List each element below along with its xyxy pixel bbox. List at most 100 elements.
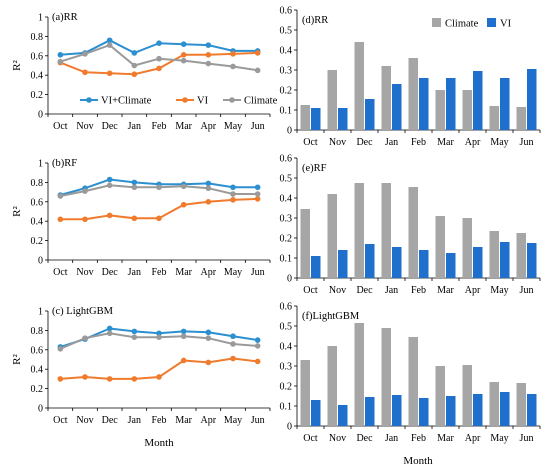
data-point-climate (205, 60, 212, 67)
bar-vi (311, 108, 321, 130)
bar-climate (435, 216, 445, 278)
bar-climate (462, 218, 472, 278)
data-point-vi_climate (254, 337, 261, 343)
bar-vi (392, 84, 402, 130)
data-point-vi (57, 376, 64, 382)
legend-label: Climate (244, 96, 278, 107)
x-tick-label: Jun (520, 433, 534, 444)
x-tick-label: Nov (76, 121, 93, 132)
x-tick-label: Mar (437, 285, 454, 296)
data-point-vi_climate (205, 180, 212, 187)
data-point-climate (106, 330, 113, 337)
y-tick-label: 0.8 (31, 326, 44, 337)
x-tick-label: Mar (175, 267, 192, 278)
x-tick-label: Nov (329, 433, 346, 444)
data-point-vi (205, 359, 212, 366)
data-point-vi (131, 71, 138, 78)
bar-vi (338, 405, 348, 426)
y-tick-label: 0 (287, 274, 292, 285)
panel-title: (a)RR (52, 12, 78, 23)
panel-title: (f)LightGBM (302, 311, 360, 322)
bar-climate (408, 187, 418, 278)
bar-vi (500, 392, 510, 426)
data-point-vi_climate (254, 184, 261, 191)
x-tick-label: Oct (303, 137, 318, 148)
x-tick-label: Oct (303, 285, 318, 296)
bar-vi (311, 400, 321, 426)
x-tick-label: Mar (175, 121, 192, 132)
bar-vi (392, 395, 402, 426)
y-axis-label: R² (11, 353, 23, 364)
y-tick-label: 0.3 (280, 214, 293, 225)
y-tick-label: 0.2 (280, 382, 293, 393)
bar-vi (473, 247, 483, 278)
legend-marker-vi_climate (86, 97, 92, 103)
y-axis-label: R² (11, 59, 23, 70)
y-tick-label: 0 (38, 110, 43, 121)
y-tick-label: 0.3 (280, 362, 293, 373)
bar-vi (392, 247, 402, 278)
data-point-vi_climate (106, 37, 113, 44)
y-tick-label: 0.4 (280, 194, 293, 205)
x-tick-label: Dec (102, 267, 119, 278)
data-point-vi_climate (156, 330, 162, 337)
data-point-vi_climate (205, 329, 212, 336)
y-tick-label: 0.4 (280, 46, 293, 57)
x-tick-label: Oct (53, 415, 68, 426)
x-tick-label: Apr (201, 415, 217, 426)
bar-climate (516, 233, 526, 278)
x-tick-label: Feb (152, 267, 167, 278)
x-tick-label: Jun (251, 415, 265, 426)
data-point-climate (180, 333, 187, 340)
data-point-vi_climate (230, 333, 236, 340)
line-panel-0: 0 0.2 0.4 0.6 0.8 1 Oct Nov Dec Jan Feb Mar Apr May Ju… (11, 12, 278, 132)
bar-vi (500, 78, 510, 130)
data-point-climate (230, 191, 236, 197)
panel-title: (d)RR (302, 15, 328, 26)
data-point-climate (156, 55, 162, 62)
legend-label: Climate (445, 19, 479, 30)
data-point-vi (230, 355, 236, 362)
data-point-climate (156, 184, 162, 191)
bar-vi (419, 398, 429, 426)
data-point-climate (57, 193, 64, 199)
data-point-vi (82, 69, 88, 76)
bar-vi (419, 250, 429, 278)
y-tick-label: 0.2 (31, 236, 44, 247)
y-tick-label: 0.8 (31, 32, 44, 43)
x-tick-label: Jun (520, 285, 534, 296)
data-point-vi (57, 216, 64, 223)
bar-climate (300, 209, 310, 278)
bar-climate (489, 106, 499, 130)
data-point-vi_climate (131, 328, 138, 335)
data-point-vi_climate (180, 328, 187, 335)
x-tick-label: May (490, 433, 508, 444)
data-point-vi_climate (156, 40, 162, 46)
x-tick-label: Nov (329, 285, 346, 296)
data-point-vi_climate (106, 325, 113, 332)
y-tick-label: 0.6 (31, 51, 44, 62)
y-tick-label: 1 (38, 13, 43, 24)
data-point-vi (156, 65, 162, 72)
x-axis-label-left: Month (144, 437, 174, 449)
bar-vi (527, 69, 537, 130)
y-tick-label: 0.2 (31, 90, 44, 101)
data-point-climate (82, 188, 88, 194)
y-tick-label: 0.8 (31, 178, 44, 189)
y-tick-label: 0.2 (280, 86, 293, 97)
data-point-climate (156, 334, 162, 340)
data-point-vi_climate (106, 176, 113, 183)
bar-climate (354, 183, 364, 278)
bar-vi (446, 253, 456, 278)
bar-climate (327, 346, 337, 426)
bar-vi (527, 243, 537, 278)
y-tick-label: 0 (287, 422, 292, 433)
panel-title: (b)RF (52, 158, 77, 169)
x-tick-label: Jun (251, 267, 265, 278)
bar-climate (327, 194, 337, 278)
x-tick-label: Apr (201, 121, 217, 132)
bar-vi (446, 396, 456, 426)
y-tick-label: 0.1 (280, 106, 293, 117)
x-tick-label: Jan (385, 285, 398, 296)
y-tick-label: 0.3 (280, 66, 293, 77)
